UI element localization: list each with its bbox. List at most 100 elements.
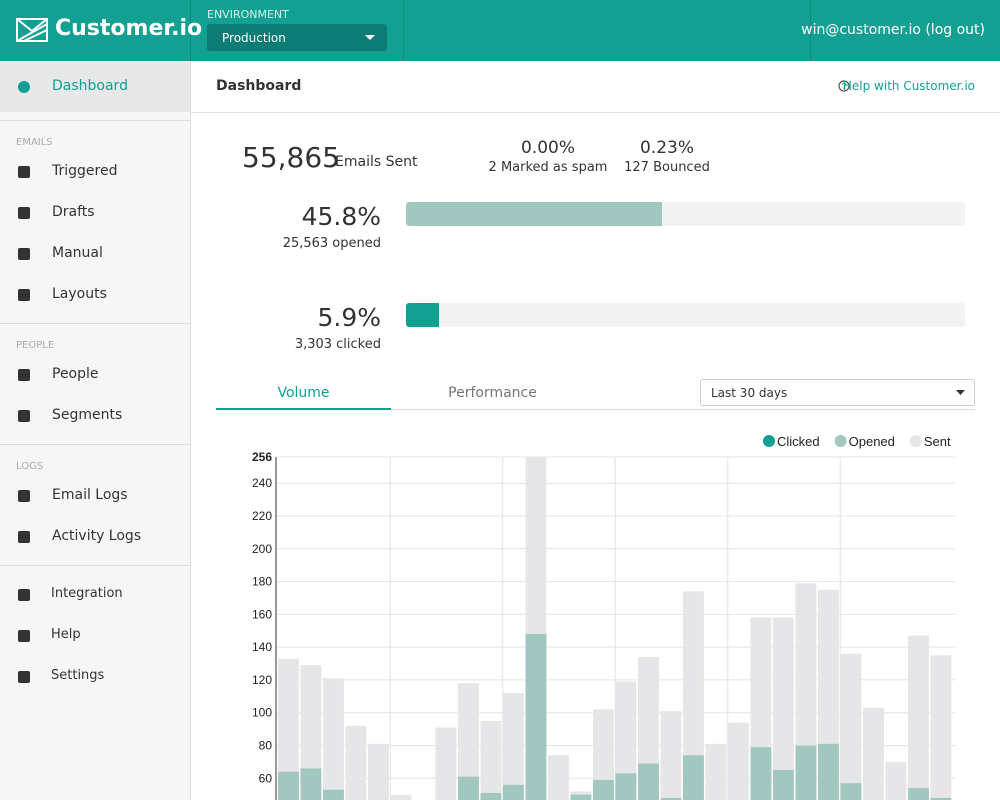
bar <box>885 761 907 800</box>
bar <box>930 655 952 800</box>
sidebar-heading: EMAILS <box>16 137 53 148</box>
divider <box>403 0 404 61</box>
bar <box>615 773 637 800</box>
sidebar-divider <box>0 323 190 324</box>
sidebar-item[interactable]: People <box>52 365 99 382</box>
bar <box>705 743 727 800</box>
legend-label: Clicked <box>777 434 820 449</box>
y-tick-label: 120 <box>252 673 272 687</box>
sidebar-item[interactable]: Activity Logs <box>52 527 142 544</box>
bar <box>840 653 862 800</box>
divider <box>190 0 191 61</box>
bar <box>503 693 524 800</box>
sidebar-heading: LOGS <box>16 461 44 472</box>
sidebar-icon <box>18 288 30 301</box>
bar <box>840 783 862 800</box>
bar <box>615 681 637 800</box>
sidebar-divider <box>0 565 190 566</box>
user-link[interactable]: win@customer.io (log out) <box>801 22 985 38</box>
bar <box>345 725 367 800</box>
tab-active[interactable]: Volume <box>277 385 330 401</box>
rate-value: 45.8% <box>301 202 381 231</box>
sent-value: 55,865 <box>242 141 340 174</box>
sidebar-item[interactable]: Help <box>51 626 81 642</box>
bar <box>435 727 457 800</box>
bar <box>323 678 344 800</box>
progress-track <box>406 303 965 327</box>
bar <box>908 788 929 800</box>
sidebar-icon <box>18 165 30 178</box>
header <box>0 0 1000 61</box>
opened-bar <box>406 202 663 226</box>
sidebar-icon <box>18 81 30 93</box>
y-tick-label: 160 <box>252 607 272 621</box>
stat-label: 127 Bounced <box>624 160 710 175</box>
range-value: Last 30 days <box>711 386 788 400</box>
bar <box>660 797 682 800</box>
bar <box>638 763 659 800</box>
svg-text:?: ? <box>842 82 847 91</box>
bar <box>548 755 569 800</box>
sidebar-divider <box>0 120 190 121</box>
y-tick-label: 256 <box>252 450 272 464</box>
bar <box>773 770 794 800</box>
bar <box>390 794 412 800</box>
sidebar-icon <box>18 489 30 502</box>
bar <box>458 776 479 800</box>
environment-value: Production <box>222 31 286 45</box>
bar <box>728 722 749 800</box>
bar <box>593 779 614 800</box>
bar <box>278 771 299 800</box>
rate-caption: 3,303 clicked <box>294 337 381 352</box>
y-tick-label: 180 <box>252 575 272 589</box>
bar <box>773 617 794 800</box>
range-select[interactable] <box>700 379 975 406</box>
bar <box>683 591 704 800</box>
caret <box>956 390 965 395</box>
tab-rule <box>216 409 975 410</box>
sidebar-item[interactable]: Manual <box>52 244 103 261</box>
bar <box>930 797 952 800</box>
legend-swatch <box>834 435 847 447</box>
environment-select[interactable] <box>207 24 387 51</box>
bar <box>818 743 839 800</box>
sidebar-item[interactable]: Triggered <box>52 162 118 179</box>
bar <box>300 768 322 800</box>
caret <box>365 35 375 40</box>
y-tick-label: 220 <box>252 509 272 523</box>
logo-text: Customer.io <box>55 16 203 41</box>
page-title: Dashboard <box>216 78 302 94</box>
y-tick-label: 140 <box>252 640 272 654</box>
bar <box>908 635 929 800</box>
help-icon: ? <box>838 80 850 92</box>
rate-caption: 25,563 opened <box>282 236 381 251</box>
y-tick-label: 200 <box>252 542 272 556</box>
sidebar-icon <box>18 206 30 219</box>
sidebar-icon <box>18 247 30 260</box>
sidebar-divider <box>0 444 190 445</box>
legend-swatch <box>909 435 922 447</box>
sidebar-item[interactable]: Settings <box>51 667 105 683</box>
bar <box>683 755 704 800</box>
bar <box>503 784 524 800</box>
sidebar-item[interactable]: Layouts <box>52 285 107 302</box>
sidebar-icon <box>18 530 30 543</box>
sidebar-item[interactable]: Drafts <box>52 203 95 220</box>
bar <box>795 745 817 800</box>
bar <box>300 665 322 800</box>
sidebar-item[interactable]: Segments <box>52 406 123 423</box>
sidebar-item[interactable]: Integration <box>51 585 123 601</box>
sidebar-icon <box>18 409 30 422</box>
sidebar-item[interactable]: Email Logs <box>52 486 128 503</box>
bar <box>458 683 479 800</box>
y-tick-label: 60 <box>259 771 273 785</box>
rate-value: 5.9% <box>317 303 381 332</box>
tab-underline <box>216 408 391 410</box>
legend-label: Opened <box>849 434 895 449</box>
bar <box>278 658 299 800</box>
help-link[interactable]: Help with Customer.io <box>842 79 975 93</box>
tab[interactable]: Performance <box>448 385 537 401</box>
sidebar-item[interactable]: Dashboard <box>52 78 128 94</box>
stat-label: 2 Marked as spam <box>488 160 608 175</box>
